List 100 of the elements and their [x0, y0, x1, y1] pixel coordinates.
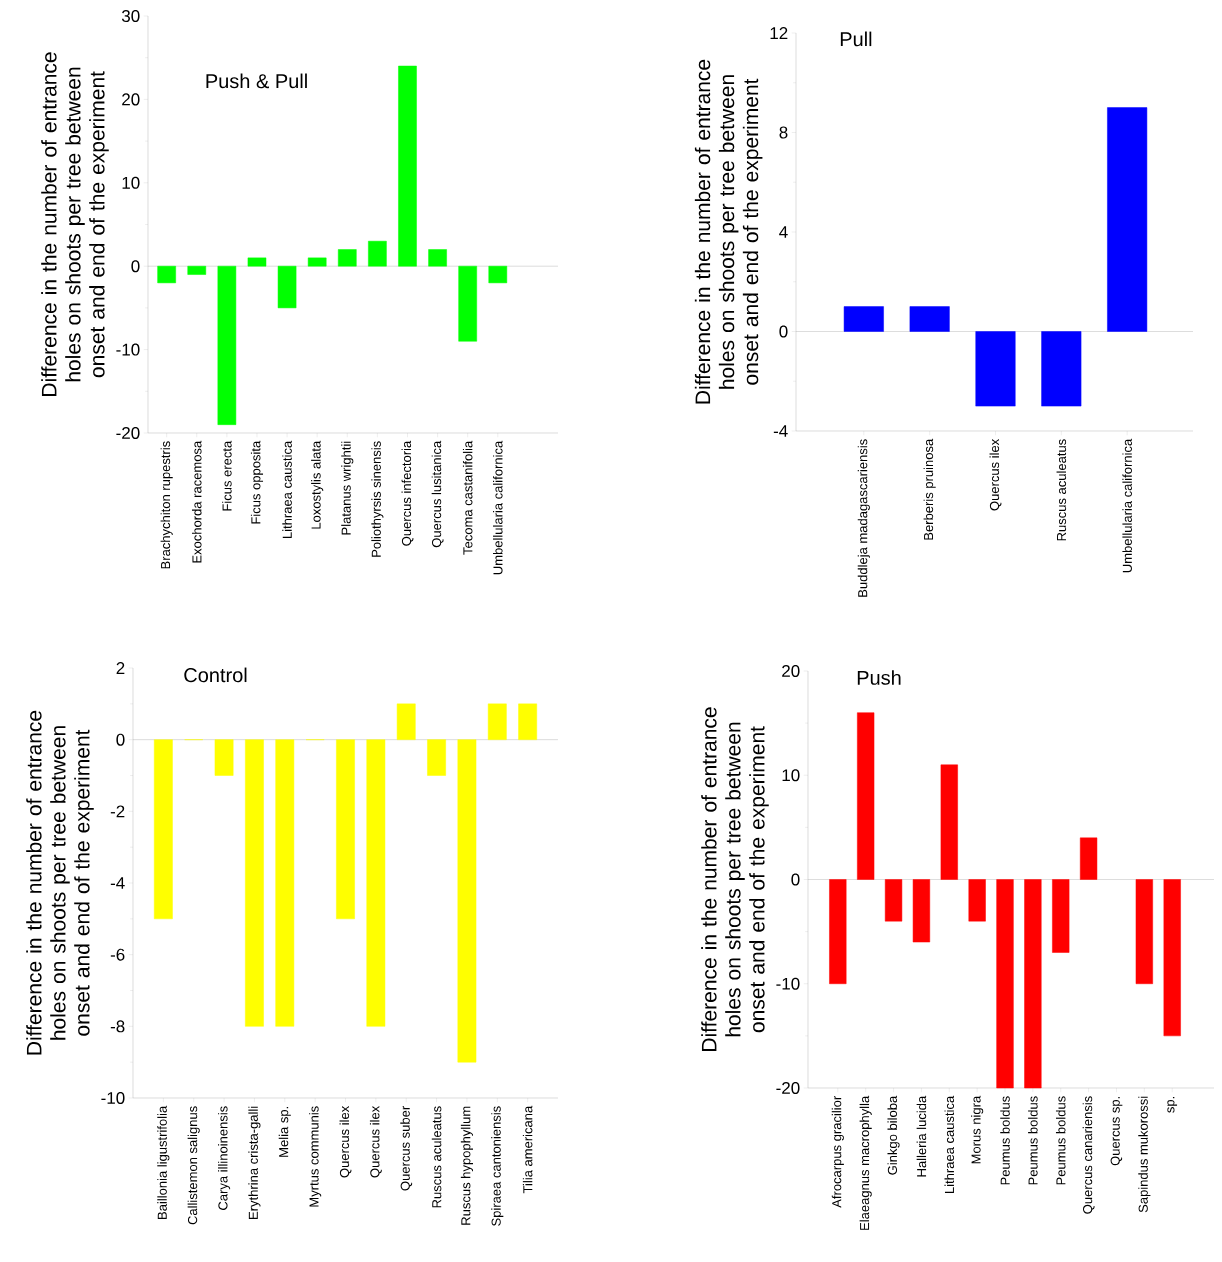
- x-tick-label: Ficus erecta: [222, 440, 232, 511]
- x-tick-label: Buddleja madagascariensis: [857, 439, 870, 597]
- y-tick-label: -2: [110, 805, 125, 818]
- bar: [996, 879, 1014, 1089]
- y-tick-label: 8: [779, 126, 788, 139]
- x-tick-label: Loxostylis alata: [311, 440, 324, 529]
- x-tick-label: Platanus wrightii: [341, 441, 354, 535]
- bar: [975, 331, 1016, 407]
- bar: [829, 879, 847, 984]
- bar: [338, 249, 357, 267]
- x-tick-label: Afrocarpus gracilior: [831, 1096, 844, 1208]
- bar: [368, 240, 387, 267]
- y-tick-label: -10: [776, 977, 800, 990]
- bar: [277, 265, 297, 309]
- x-tick-label: Lithraea caustica: [944, 1095, 955, 1194]
- bar: [968, 879, 986, 922]
- x-tick-label: Umbellularia californica: [1122, 438, 1132, 573]
- bar: [488, 265, 508, 284]
- x-tick-label: Ruscus hypophyllum: [460, 1106, 473, 1225]
- bar: [1052, 879, 1070, 953]
- y-tick-label: -20: [776, 1081, 800, 1095]
- y-axis-title: Difference in the number of entrance holes on shoots per tree between onset and end of the experiment: [41, 52, 109, 396]
- chart-title: Pull: [840, 31, 872, 47]
- x-tick-label: Baillonia ligustrifolia: [157, 1105, 170, 1219]
- y-tick-label: 20: [122, 93, 140, 106]
- x-tick-label: Quercus sp.: [1110, 1097, 1123, 1166]
- x-tick-label: Ginkgo biloba: [887, 1095, 900, 1175]
- x-tick-label: Quercus ilex: [369, 1105, 382, 1178]
- y-tick-label: 10: [122, 176, 140, 189]
- x-tick-label: Carya illinoinensis: [218, 1106, 231, 1210]
- bar: [909, 306, 950, 332]
- x-tick-label: Umbellularia californica: [493, 440, 503, 575]
- y-tick-label: -4: [773, 425, 788, 437]
- x-tick-label: Elaeagnus macrophylla: [859, 1095, 872, 1230]
- y-tick-label: 0: [779, 325, 788, 338]
- y-tick-label: 0: [791, 873, 800, 886]
- bar: [1163, 879, 1181, 1037]
- bar: [187, 265, 207, 275]
- x-tick-label: Tilia americana: [522, 1105, 533, 1194]
- bar: [1024, 879, 1042, 1089]
- x-tick-label: Morus nigra: [971, 1095, 984, 1164]
- x-tick-label: Quercus lusitanica: [431, 440, 444, 548]
- y-tick-label: 20: [782, 664, 800, 678]
- bar: [398, 65, 417, 267]
- x-tick-label: sp.: [1167, 1096, 1178, 1113]
- x-tick-label: Quercus infectoria: [401, 440, 414, 546]
- bar: [1041, 331, 1082, 407]
- x-tick-label: Quercus suber: [400, 1106, 413, 1191]
- x-tick-label: Melia sp.: [278, 1107, 291, 1157]
- x-tick-label: Quercus canariensis: [1082, 1096, 1095, 1214]
- x-tick-label: Berberis pruinosa: [923, 438, 936, 540]
- y-tick-label: -20: [116, 426, 140, 440]
- x-tick-label: Peumus boldus: [1055, 1096, 1066, 1185]
- y-axis-title: Difference in the number of entrance holes on shoots per tree between onset and end of the experiment: [26, 710, 94, 1055]
- x-tick-label: Ruscus aculeatus: [1056, 439, 1067, 541]
- x-tick-label: Peumus boldus: [1000, 1096, 1010, 1185]
- y-tick-label: 30: [121, 9, 140, 23]
- bar: [940, 764, 958, 880]
- bar: [307, 257, 327, 267]
- bar: [912, 879, 931, 943]
- x-tick-label: Spiraea cantoniensis: [491, 1106, 504, 1226]
- bar: [884, 879, 903, 922]
- y-tick-label: -8: [110, 1020, 125, 1033]
- y-tick-label: 2: [116, 662, 125, 674]
- bar: [1135, 879, 1153, 984]
- x-tick-label: Lithraea caustica: [282, 440, 292, 539]
- x-tick-label: Quercus ilex: [339, 1105, 352, 1178]
- y-tick-label: 12: [770, 27, 788, 39]
- y-tick-label: 10: [782, 769, 800, 782]
- y-tick-label: 0: [116, 733, 125, 746]
- bar: [217, 265, 237, 425]
- x-tick-label: Poliothyrsis sinensis: [371, 441, 384, 557]
- y-tick-label: -4: [110, 877, 125, 889]
- x-tick-label: Exochorda racemosa: [191, 440, 202, 563]
- chart-title: Control: [184, 667, 247, 683]
- y-axis-title: Difference in the number of entrance holes on shoots per tree between onset and end of the experiment: [694, 59, 763, 404]
- y-tick-label: -6: [110, 948, 125, 961]
- x-tick-label: Sapindus mukorossi: [1138, 1096, 1151, 1213]
- y-tick-label: 4: [779, 226, 788, 238]
- x-tick-label: Myrtus communis: [309, 1106, 322, 1207]
- y-tick-label: -10: [116, 343, 140, 356]
- bar: [428, 249, 447, 267]
- bar: [157, 265, 176, 284]
- bar: [458, 265, 477, 342]
- bar: [247, 257, 267, 267]
- x-tick-label: Brachychiton rupestris: [160, 441, 173, 569]
- bar: [857, 712, 875, 880]
- x-tick-label: Peumus boldus: [1028, 1096, 1038, 1185]
- x-tick-label: Callistemon salignus: [187, 1106, 200, 1225]
- y-tick-label: 0: [131, 260, 140, 273]
- x-tick-label: Ficus opposita: [250, 440, 264, 524]
- bar: [1080, 837, 1098, 880]
- text: Push & Pull: [206, 73, 307, 89]
- bar: [843, 306, 884, 332]
- x-tick-label: Halleria lucida: [916, 1095, 927, 1177]
- x-tick-label: Tecoma castanifolia: [462, 440, 473, 555]
- chart-title: Push: [857, 670, 901, 685]
- bar: [1107, 107, 1148, 332]
- x-tick-label: Erythrina crista-galli: [248, 1106, 261, 1219]
- y-tick-label: -10: [101, 1091, 125, 1105]
